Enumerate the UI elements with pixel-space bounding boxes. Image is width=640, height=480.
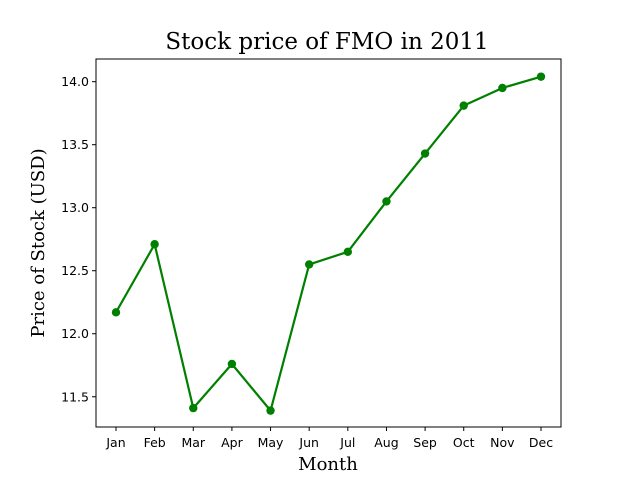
x-tick-label: Apr [221, 435, 243, 450]
data-point [343, 247, 353, 257]
chart-title: Stock price of FMO in 2011 [165, 29, 488, 55]
series-layer [111, 72, 546, 415]
x-tick-label: Dec [529, 435, 553, 450]
plot-area-frame [95, 58, 562, 428]
series-line [115, 75, 542, 412]
x-tick-label: Sep [413, 435, 437, 450]
data-point [304, 260, 314, 269]
data-point [189, 403, 198, 413]
y-tick-label: 13.5 [61, 137, 89, 152]
y-tick-label: 13.0 [61, 200, 89, 215]
data-point [459, 101, 468, 110]
data-point [227, 359, 237, 369]
x-tick-label: May [258, 435, 284, 450]
x-axis-label: Month [298, 454, 358, 475]
y-tick-label: 14.0 [61, 74, 89, 89]
data-point [498, 83, 507, 93]
x-tick-label: Nov [490, 435, 515, 450]
y-tick-label: 12.0 [61, 326, 89, 341]
data-point [536, 72, 546, 81]
y-axis-label: Price of Stock (USD) [28, 148, 49, 337]
data-point [150, 240, 159, 249]
x-tick-label: Jul [339, 435, 355, 450]
x-tick-label: Jan [105, 435, 125, 450]
x-tick-label: Mar [181, 435, 205, 450]
y-tick-label: 12.5 [61, 263, 89, 278]
x-tick-label: Aug [374, 435, 398, 450]
x-tick-label: Feb [144, 435, 166, 450]
x-axis: Jan Feb Mar Apr May Jun Jul Aug Sep Oct Nov Dec [105, 427, 553, 450]
x-tick-label: Jun [298, 435, 319, 450]
y-tick-label: 11.5 [61, 389, 89, 404]
data-point [111, 308, 121, 317]
data-point [382, 197, 391, 206]
data-point [420, 149, 430, 158]
y-axis: 11.5 12.0 12.5 13.0 13.5 14.0 [61, 74, 96, 404]
x-tick-label: Oct [453, 435, 475, 450]
data-point [266, 406, 275, 415]
